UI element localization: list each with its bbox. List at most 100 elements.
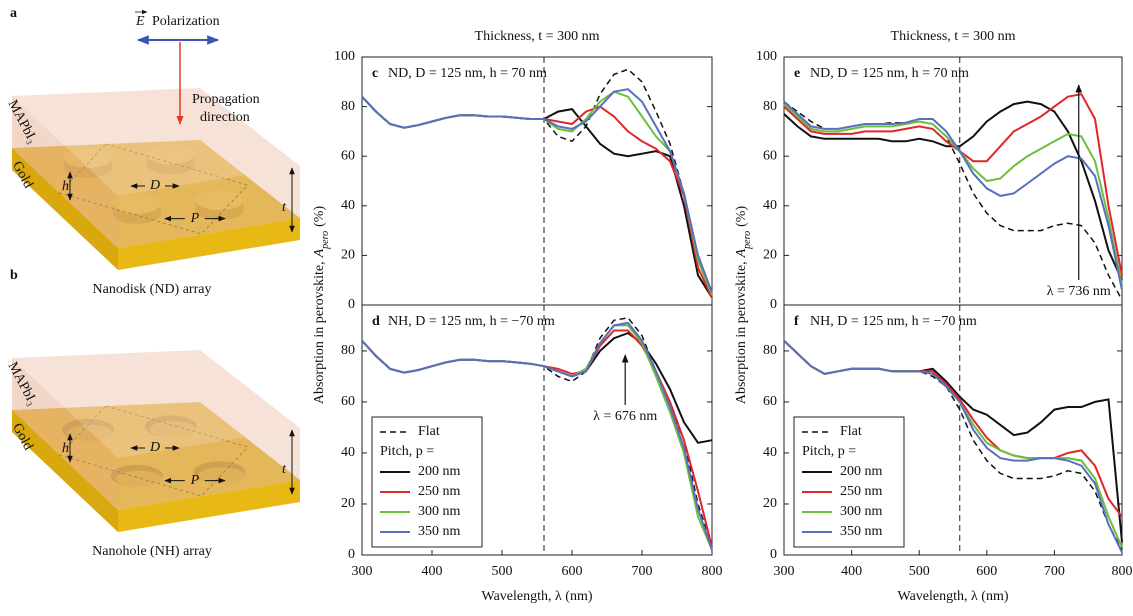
legend-label: 350 nm bbox=[840, 524, 883, 539]
legend-label: 250 nm bbox=[418, 484, 461, 499]
perovskite-top bbox=[12, 88, 300, 196]
y-axis-label-part: A bbox=[312, 248, 327, 258]
field-label: E bbox=[135, 14, 145, 29]
legend-label: 250 nm bbox=[840, 484, 883, 499]
gold-front bbox=[118, 480, 300, 532]
plot-frame bbox=[783, 56, 1123, 306]
plot-frame bbox=[361, 56, 713, 306]
x-tick-label: 600 bbox=[976, 564, 997, 579]
y-tick-label: 80 bbox=[763, 99, 777, 114]
legend-label: 300 nm bbox=[418, 504, 461, 519]
chart-title: Thickness, t = 300 nm bbox=[891, 29, 1016, 44]
x-tick-label: 700 bbox=[1044, 564, 1065, 579]
legend-box bbox=[793, 416, 905, 548]
gold-side bbox=[12, 410, 118, 532]
y-tick-label: 40 bbox=[341, 198, 355, 213]
y-axis-label-part: Absorption in perovskite, bbox=[734, 261, 749, 404]
nanohole-floor bbox=[115, 470, 162, 487]
gold-side bbox=[12, 148, 118, 270]
y-tick-label: 40 bbox=[763, 445, 777, 460]
panel-title: ND, D = 125 nm, h = 70 nm bbox=[810, 66, 969, 81]
annotation: λ = 676 nm bbox=[593, 409, 657, 424]
t-label: t bbox=[282, 462, 287, 477]
y-tick-label: 80 bbox=[341, 343, 355, 358]
caption: Nanodisk (ND) array bbox=[93, 282, 212, 297]
y-tick-label: 100 bbox=[756, 49, 777, 64]
x-tick-label: 400 bbox=[841, 564, 862, 579]
series-line bbox=[361, 88, 713, 293]
series-line bbox=[783, 340, 1123, 551]
y-axis-label-part: pero bbox=[742, 231, 753, 250]
y-tick-label: 0 bbox=[770, 297, 777, 312]
panel-title: ND, D = 125 nm, h = 70 nm bbox=[388, 66, 547, 81]
series-line bbox=[783, 339, 1123, 553]
gold-front bbox=[118, 218, 300, 270]
series-line bbox=[783, 103, 1123, 286]
h-label: h bbox=[62, 179, 69, 194]
perovskite-side bbox=[12, 96, 118, 248]
y-tick-label: 0 bbox=[348, 547, 355, 562]
x-tick-label: 500 bbox=[909, 564, 930, 579]
x-axis-label: Wavelength, λ (nm) bbox=[481, 589, 592, 604]
panel-label: a bbox=[10, 6, 17, 21]
y-axis-label-part: (%) bbox=[734, 206, 749, 227]
legend-label: 200 nm bbox=[418, 464, 461, 479]
nanodisk-top bbox=[195, 190, 244, 211]
y-tick-label: 20 bbox=[763, 248, 777, 263]
nanodisk-top bbox=[112, 193, 161, 214]
y-axis-label: Absorption in perovskite, Apero (%) bbox=[312, 206, 331, 405]
x-tick-label: 600 bbox=[562, 564, 583, 579]
panel-label: b bbox=[10, 268, 18, 283]
y-axis-label-part: Absorption in perovskite, bbox=[312, 261, 327, 404]
x-tick-label: 400 bbox=[422, 564, 443, 579]
y-tick-label: 60 bbox=[341, 148, 355, 163]
legend-title: Pitch, p = bbox=[380, 444, 434, 459]
perovskite-front bbox=[118, 428, 300, 510]
legend-title: Pitch, p = bbox=[802, 444, 856, 459]
y-tick-label: 40 bbox=[763, 198, 777, 213]
legend-box bbox=[371, 416, 483, 548]
x-tick-label: 300 bbox=[352, 564, 373, 579]
panel-label: c bbox=[372, 66, 378, 81]
h-label: h bbox=[62, 441, 69, 456]
legend-label: 200 nm bbox=[840, 464, 883, 479]
y-axis-label-part: (%) bbox=[312, 206, 327, 227]
panel-title: NH, D = 125 nm, h = −70 nm bbox=[388, 314, 555, 329]
d-label: D bbox=[149, 440, 160, 455]
y-axis-label: Absorption in perovskite, Apero (%) bbox=[734, 206, 753, 405]
series-line bbox=[361, 321, 713, 551]
plot-frame bbox=[783, 304, 1123, 556]
annotation: λ = 736 nm bbox=[1047, 284, 1111, 299]
y-tick-label: 60 bbox=[763, 148, 777, 163]
polarization-label: Polarization bbox=[152, 14, 220, 29]
panel-label: f bbox=[794, 314, 799, 329]
series-line bbox=[783, 93, 1123, 276]
y-tick-label: 20 bbox=[763, 496, 777, 511]
x-tick-label: 800 bbox=[1112, 564, 1133, 579]
x-tick-label: 500 bbox=[492, 564, 513, 579]
y-axis-label-part: A bbox=[734, 248, 749, 258]
y-tick-label: 0 bbox=[770, 547, 777, 562]
direction-label: direction bbox=[200, 110, 250, 125]
y-tick-label: 100 bbox=[334, 49, 355, 64]
y-tick-label: 80 bbox=[341, 99, 355, 114]
y-tick-label: 0 bbox=[348, 297, 355, 312]
legend-label: 350 nm bbox=[418, 524, 461, 539]
perovskite-top bbox=[12, 350, 300, 458]
y-axis-label-part: pero bbox=[320, 231, 331, 250]
panel-title: NH, D = 125 nm, h = −70 nm bbox=[810, 314, 977, 329]
t-label: t bbox=[282, 200, 287, 215]
y-tick-label: 20 bbox=[341, 496, 355, 511]
panel-label: d bbox=[372, 314, 380, 329]
chart-title: Thickness, t = 300 nm bbox=[475, 29, 600, 44]
x-axis-label: Wavelength, λ (nm) bbox=[897, 589, 1008, 604]
legend-label: 300 nm bbox=[840, 504, 883, 519]
x-tick-label: 300 bbox=[774, 564, 795, 579]
panel-label: e bbox=[794, 66, 800, 81]
y-tick-label: 80 bbox=[763, 343, 777, 358]
series-line bbox=[783, 100, 1123, 291]
legend-label: Flat bbox=[840, 424, 862, 439]
d-label: D bbox=[149, 178, 160, 193]
plot-frame bbox=[361, 304, 713, 556]
